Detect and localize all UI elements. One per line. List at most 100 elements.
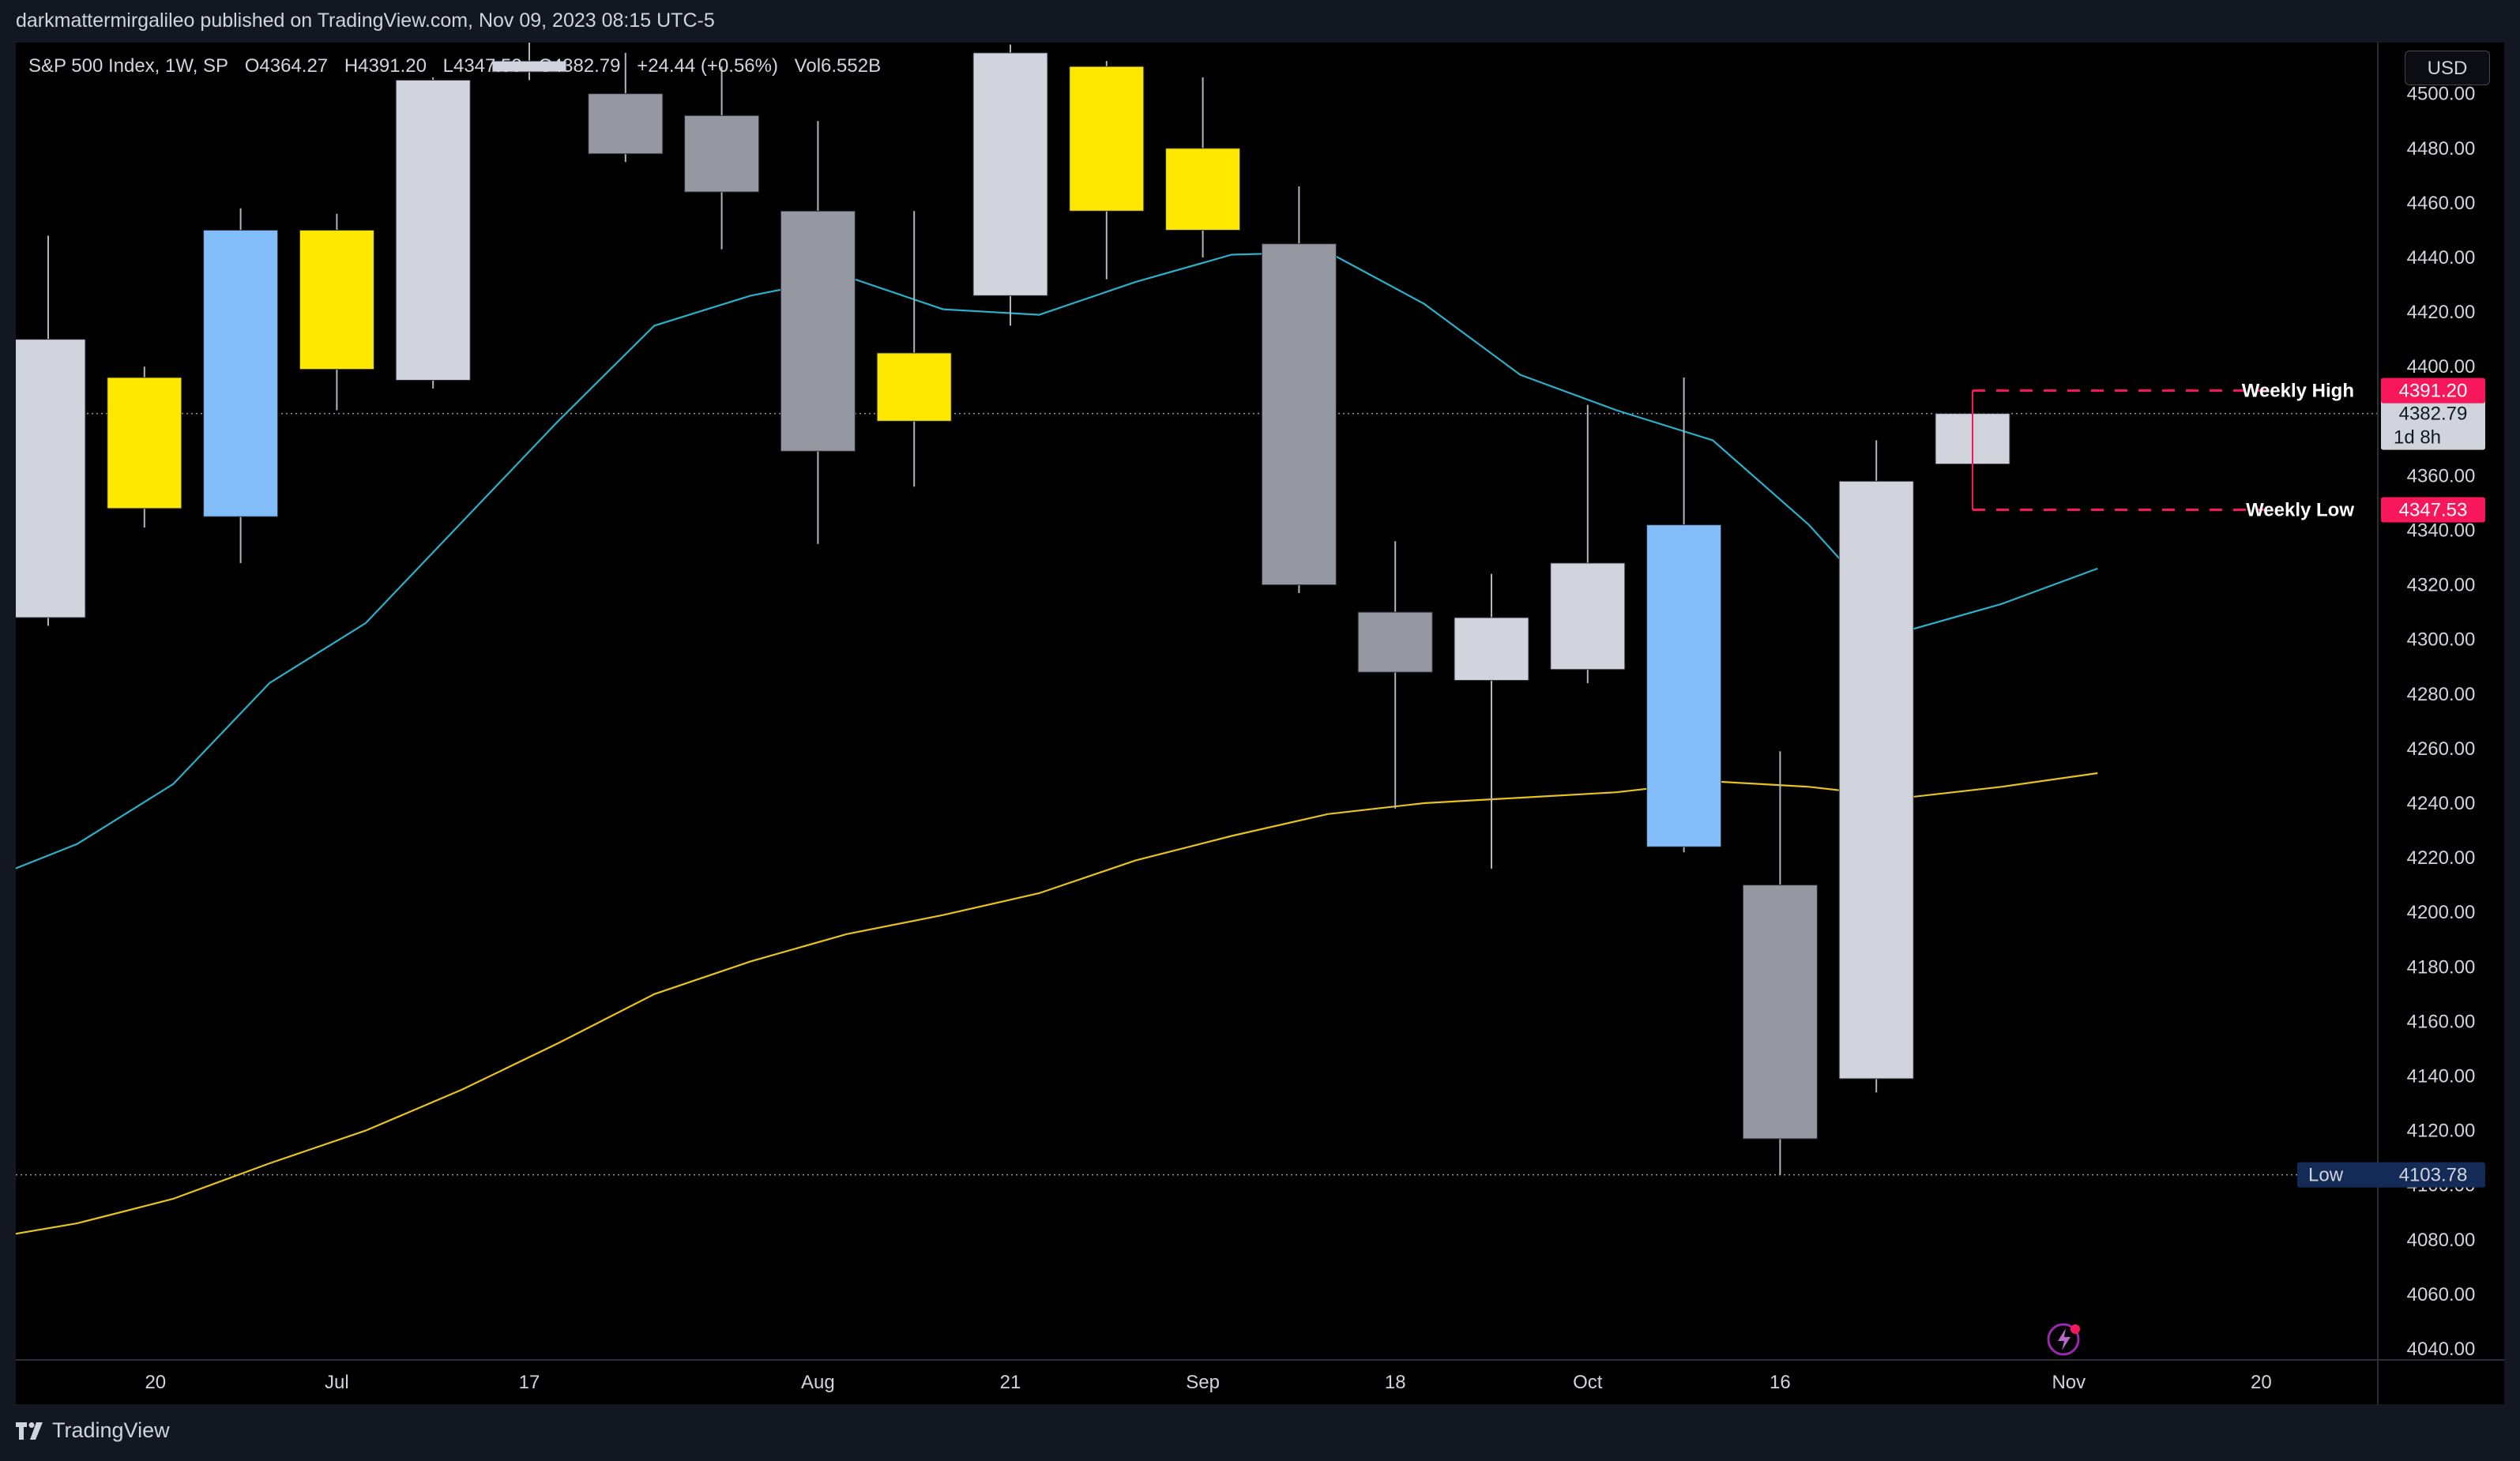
lightning-alert-icon (2047, 1323, 2080, 1356)
y-tick-label: 4120.00 (2407, 1121, 2476, 1142)
x-tick-label: 16 (1770, 1372, 1791, 1393)
legend-close-value: 4382.79 (551, 55, 621, 77)
candle-body (16, 339, 86, 618)
candle-body (588, 93, 664, 155)
candle (1550, 404, 1626, 683)
y-tick-label: 4300.00 (2407, 629, 2476, 651)
x-tick-label: 20 (145, 1372, 166, 1393)
y-tick-label: 4440.00 (2407, 247, 2476, 269)
candle (491, 43, 567, 81)
y-tick-label: 4260.00 (2407, 738, 2476, 760)
low-marker-value: 4103.78 (2399, 1165, 2468, 1186)
y-tick-label: 4280.00 (2407, 684, 2476, 705)
y-tick-label: 4200.00 (2407, 902, 2476, 923)
legend-open-label: O (244, 55, 260, 77)
candle (1165, 77, 1241, 257)
x-tick-label: 18 (1385, 1372, 1406, 1393)
weekly-high-tag: 4391.20 (2399, 381, 2468, 402)
weekly-low-label: Weekly Low (2246, 499, 2354, 520)
candle (299, 213, 374, 411)
y-tick-label: 4420.00 (2407, 302, 2476, 323)
y-tick-label: 4240.00 (2407, 793, 2476, 814)
weekly-high-label: Weekly High (2242, 381, 2354, 402)
y-tick-label: 4320.00 (2407, 575, 2476, 596)
candle-body (1742, 884, 1818, 1140)
candle-body (1357, 611, 1433, 673)
candle-body (972, 52, 1048, 296)
legend-vol-value: 6.552B (821, 55, 882, 77)
candle (395, 77, 471, 389)
candle-body (203, 229, 279, 517)
low-marker-label: Low (2308, 1165, 2344, 1186)
tradingview-logo-text: TradingView (52, 1418, 170, 1442)
legend-close-label: C (538, 55, 552, 77)
candle (203, 208, 279, 563)
candle-body (395, 79, 471, 381)
legend-high-value: 4391.20 (358, 55, 427, 77)
candle (1646, 377, 1722, 853)
top-bar (0, 0, 2520, 43)
y-tick-label: 4040.00 (2407, 1339, 2476, 1360)
candle-body (299, 229, 374, 370)
candle (972, 44, 1048, 326)
bar-countdown: 1d 8h (2394, 427, 2441, 449)
x-tick-label: 21 (1000, 1372, 1021, 1393)
y-tick-label: 4480.00 (2407, 138, 2476, 160)
low-marker-background (2297, 1162, 2485, 1188)
y-tick-label: 4460.00 (2407, 193, 2476, 214)
candle (1742, 751, 1818, 1175)
candle-body (876, 352, 952, 422)
candle-body (491, 60, 567, 73)
weekly-low-tag: 4347.53 (2399, 499, 2468, 520)
weekly-high-tag-background (2381, 377, 2485, 404)
x-tick-label: Nov (2052, 1372, 2086, 1393)
legend-change: +24.44 (+0.56%) (637, 55, 778, 77)
candle-body (1165, 148, 1241, 231)
candle-body (1550, 562, 1626, 670)
y-tick-label: 4340.00 (2407, 520, 2476, 542)
candle (588, 52, 664, 163)
moving-average-slow-line (16, 772, 2098, 1235)
y-tick-label: 4220.00 (2407, 847, 2476, 869)
candle (16, 235, 86, 626)
x-tick-label: 17 (519, 1372, 540, 1393)
y-tick-label: 4060.00 (2407, 1284, 2476, 1305)
candle-body (684, 115, 760, 193)
legend-low-value: 4347.53 (453, 55, 522, 77)
y-tick-label: 4500.00 (2407, 84, 2476, 105)
y-tick-label: 4140.00 (2407, 1066, 2476, 1087)
legend-symbol: S&P 500 Index, 1W, SP (28, 55, 229, 77)
moving-average-fast-line (16, 250, 2098, 869)
candlestick-chart[interactable]: Weekly High Weekly Low 4040.00 4060.00 4080.… (16, 43, 2504, 1404)
tradingview-logo-icon (16, 1422, 43, 1440)
candle (1357, 541, 1433, 809)
x-tick-label: Oct (1573, 1372, 1603, 1393)
legend-low-label: L (442, 55, 453, 77)
candle (1838, 440, 1914, 1093)
tradingview-logo[interactable]: TradingView (16, 1418, 170, 1443)
weekly-low-tag-background (2381, 497, 2485, 523)
candle-body (1838, 480, 1914, 1080)
y-tick-label: 4180.00 (2407, 956, 2476, 978)
y-tick-label: 4400.00 (2407, 356, 2476, 377)
candle (1454, 573, 1529, 869)
candle-body (780, 210, 856, 452)
x-tick-label: Sep (1186, 1372, 1220, 1393)
candle (876, 211, 952, 487)
legend-high-label: H (344, 55, 359, 77)
legend-open-value: 4364.27 (259, 55, 329, 77)
candle (1069, 61, 1145, 280)
candle-body (1646, 524, 1722, 847)
ohlc-legend: S&P 500 Index, 1W, SP O4364.27 H4391.20 … (28, 55, 881, 77)
x-tick-label: Aug (801, 1372, 835, 1393)
y-tick-label: 4360.00 (2407, 465, 2476, 486)
publish-line: darkmattermirgalileo published on Tradin… (16, 9, 715, 32)
currency-button[interactable]: USD (2405, 51, 2490, 85)
bottom-bar (0, 1404, 2520, 1461)
last-price-tag: 4382.79 (2399, 404, 2468, 425)
x-tick-label: 20 (2251, 1372, 2272, 1393)
candle-body (1261, 243, 1337, 586)
candle-body (1454, 617, 1529, 682)
last-price-tag-background (2381, 399, 2485, 450)
x-tick-label: Jul (325, 1372, 349, 1393)
